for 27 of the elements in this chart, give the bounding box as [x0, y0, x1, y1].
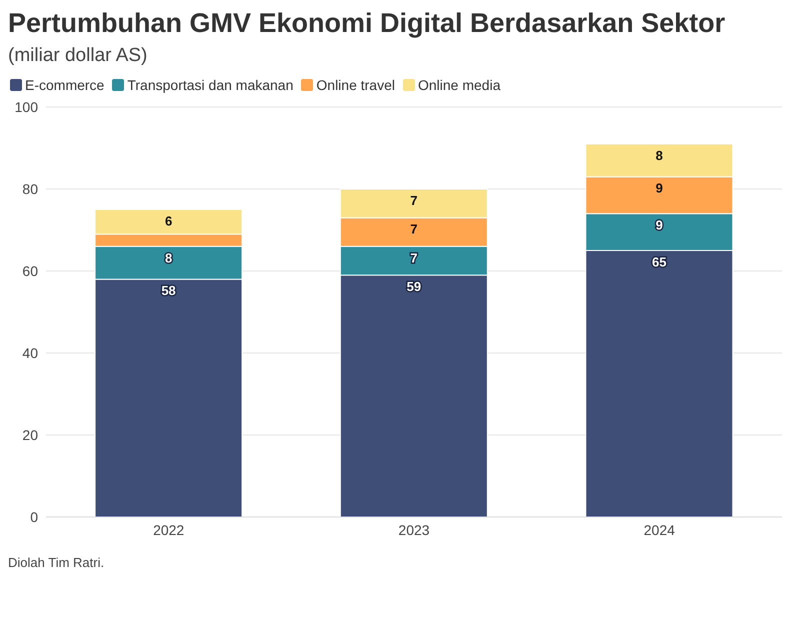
legend-label: E-commerce [24, 77, 104, 93]
data-label: 59 [406, 279, 422, 294]
chart-title: Pertumbuhan GMV Ekonomi Digital Berdasarkan Sektor [8, 8, 726, 39]
data-label: 7 [410, 250, 418, 266]
legend-label: Online travel [315, 77, 395, 93]
x-tick-label: 2024 [644, 522, 676, 538]
text: Diolah Tim Ratri. [8, 555, 106, 570]
legend-label: Transportasi dan makanan [126, 77, 294, 93]
y-tick-label: 100 [14, 98, 38, 115]
data-label: 7 [410, 193, 418, 208]
y-tick-label: 20 [22, 426, 38, 443]
data-label: 8 [656, 148, 663, 163]
x-tick-label: 2023 [398, 522, 430, 538]
data-label: 65 [652, 254, 666, 270]
chart-subtitle: (miliar dollar AS) [8, 45, 148, 67]
data-label: 6 [164, 214, 172, 228]
y-tick-label: 40 [22, 344, 38, 361]
data-label: 7 [410, 222, 418, 237]
data-label: 8 [164, 250, 172, 266]
data-label: 9 [656, 218, 663, 233]
data-label: 58 [161, 283, 176, 298]
y-tick-label: 0 [30, 508, 38, 525]
y-tick-label: 80 [22, 180, 38, 197]
legend-label: Online media [416, 77, 500, 93]
x-tick-label: 2022 [153, 522, 184, 538]
data-label: 9 [656, 180, 663, 196]
y-tick-label: 60 [22, 262, 38, 279]
